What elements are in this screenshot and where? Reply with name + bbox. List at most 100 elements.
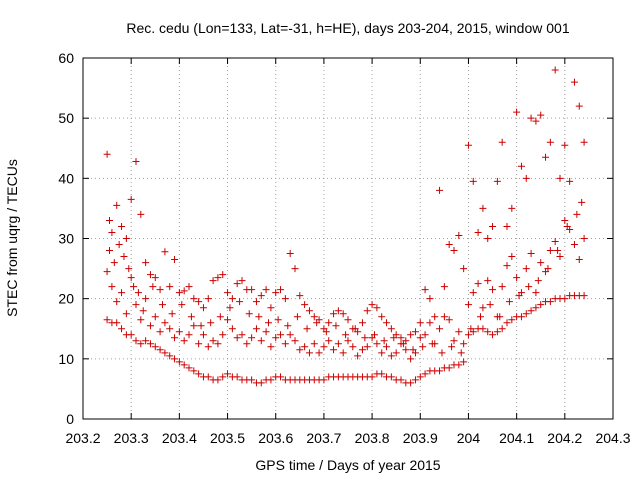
data-point <box>120 253 128 261</box>
axis-ticks <box>82 57 614 420</box>
y-tick-label: 60 <box>58 50 74 66</box>
data-point <box>245 310 253 318</box>
data-point <box>127 274 135 282</box>
data-point <box>168 310 176 318</box>
data-point <box>371 331 378 339</box>
data-point <box>195 370 203 378</box>
data-point <box>498 283 506 291</box>
data-point <box>474 280 482 288</box>
data-point <box>373 304 381 312</box>
y-tick-labels: 0 10 20 30 40 50 60 <box>58 50 74 427</box>
data-point <box>330 310 338 318</box>
data-point <box>479 204 487 212</box>
data-point <box>573 210 581 218</box>
data-point <box>272 334 280 342</box>
data-point <box>496 313 504 321</box>
data-point <box>159 301 166 309</box>
data-point <box>284 322 292 330</box>
data-point <box>175 358 183 366</box>
data-point <box>204 343 212 351</box>
data-point <box>525 283 533 291</box>
data-point <box>197 322 205 330</box>
data-point <box>532 304 540 312</box>
data-point <box>257 337 265 345</box>
data-point <box>199 331 207 339</box>
data-point <box>161 349 169 357</box>
data-point <box>204 295 212 303</box>
x-tick-label: 203.8 <box>355 430 390 446</box>
data-point <box>166 283 174 291</box>
data-point <box>132 301 140 309</box>
data-point <box>575 256 583 264</box>
data-point <box>243 340 251 348</box>
data-point <box>277 331 285 339</box>
data-point <box>175 328 183 336</box>
data-point <box>293 313 301 321</box>
data-point <box>146 271 154 279</box>
data-point <box>106 216 113 224</box>
data-point <box>513 108 521 116</box>
data-point <box>554 247 562 255</box>
data-point <box>151 313 159 321</box>
data-point <box>457 349 465 357</box>
data-point <box>561 295 569 303</box>
data-point <box>378 349 386 357</box>
x-tick-label: 203.6 <box>258 430 293 446</box>
data-point <box>267 376 275 384</box>
data-point <box>238 331 246 339</box>
data-point <box>479 304 487 312</box>
y-tick-label: 30 <box>58 231 74 247</box>
data-point <box>142 337 150 345</box>
data-point <box>214 340 222 348</box>
data-point <box>330 346 338 354</box>
data-point <box>156 346 164 354</box>
data-point <box>387 373 395 381</box>
data-point <box>383 343 391 351</box>
data-point <box>537 111 545 119</box>
data-point <box>455 231 463 239</box>
data-point <box>257 379 265 387</box>
data-point <box>130 283 138 291</box>
data-point <box>561 216 569 224</box>
data-point <box>113 298 121 306</box>
data-point <box>479 325 487 333</box>
data-point <box>515 292 523 300</box>
data-point <box>445 316 453 324</box>
data-point <box>146 322 154 330</box>
data-point <box>578 198 586 206</box>
data-point <box>156 328 164 336</box>
data-point <box>570 241 578 249</box>
data-point <box>484 235 492 242</box>
data-point <box>580 235 588 242</box>
data-point <box>551 66 559 74</box>
data-point <box>118 289 126 297</box>
data-point <box>513 274 521 282</box>
x-axis-label: GPS time / Days of year 2015 <box>255 457 440 473</box>
data-point <box>563 222 571 230</box>
data-point <box>267 304 275 312</box>
data-point <box>180 287 188 295</box>
data-point <box>137 340 145 348</box>
data-point <box>378 313 386 321</box>
x-tick-label: 203.7 <box>306 430 341 446</box>
data-point <box>228 325 236 333</box>
data-point <box>489 286 497 294</box>
data-point <box>267 343 275 351</box>
data-point <box>532 289 540 297</box>
data-point <box>489 331 497 339</box>
data-point <box>440 313 448 321</box>
data-point <box>390 334 398 342</box>
data-point <box>484 328 492 336</box>
data-point <box>219 373 227 381</box>
x-tick-label: 204.2 <box>547 430 582 446</box>
data-point <box>445 364 453 372</box>
data-point <box>344 337 352 345</box>
data-point <box>522 310 530 318</box>
data-point <box>142 259 150 267</box>
data-point <box>387 352 395 360</box>
data-point <box>460 265 468 273</box>
data-point <box>469 177 477 185</box>
x-tick-label: 203.4 <box>162 430 197 446</box>
data-point <box>171 334 179 342</box>
data-point <box>411 328 419 336</box>
